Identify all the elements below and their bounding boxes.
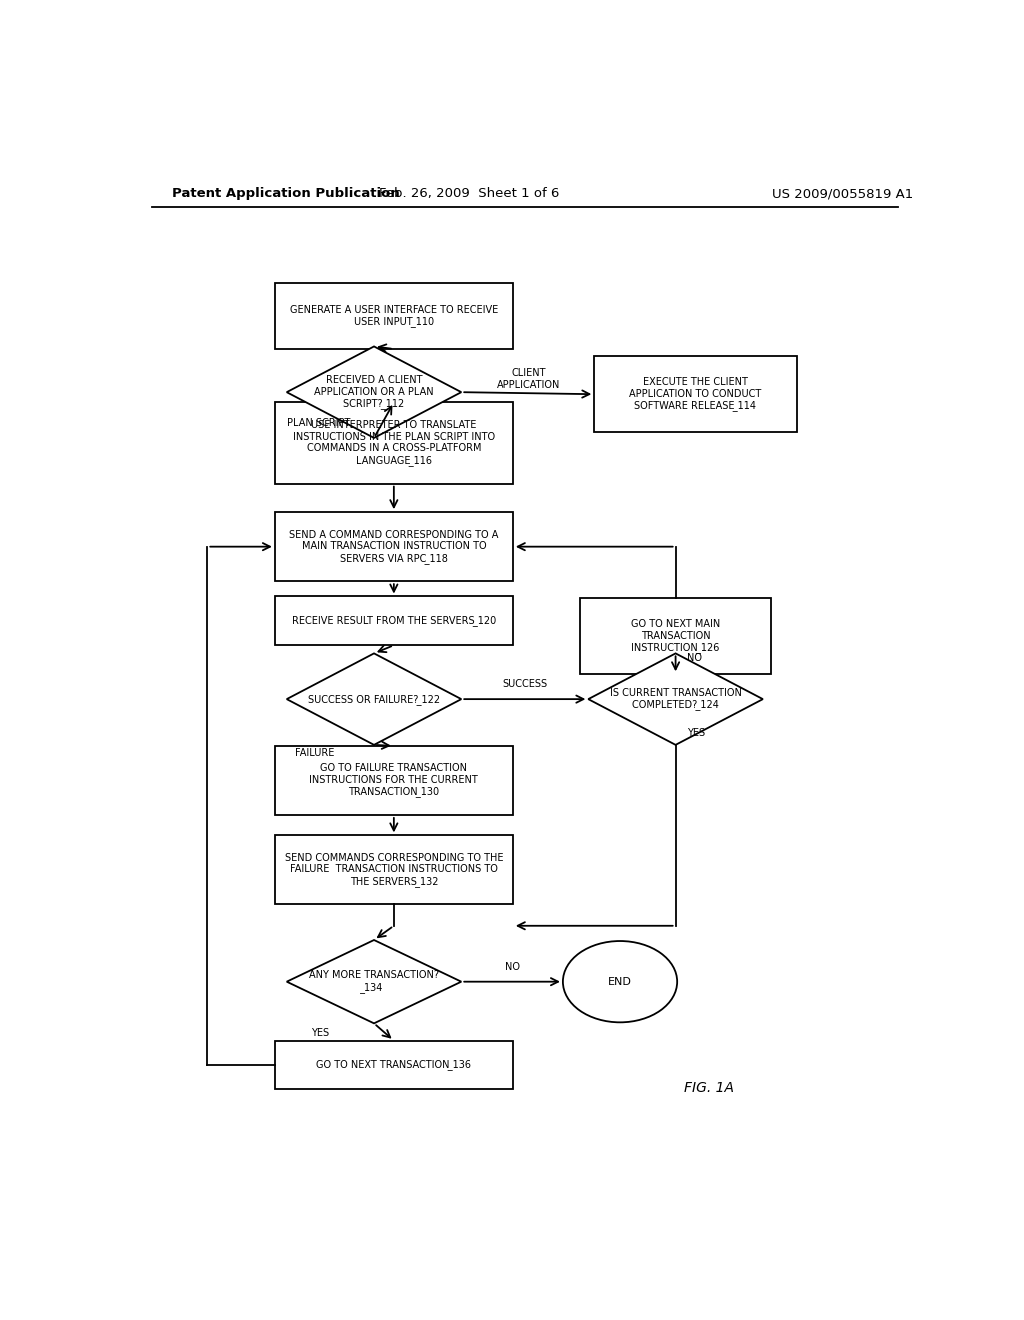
Text: GO TO NEXT MAIN
TRANSACTION
INSTRUCTION ̲126: GO TO NEXT MAIN TRANSACTION INSTRUCTION …	[631, 619, 720, 653]
Text: CLIENT
APPLICATION: CLIENT APPLICATION	[497, 368, 560, 389]
Text: GENERATE A USER INTERFACE TO RECEIVE
USER INPUT ̲110: GENERATE A USER INTERFACE TO RECEIVE USE…	[290, 305, 498, 327]
Text: SUCCESS OR FAILURE? ̲122: SUCCESS OR FAILURE? ̲122	[308, 694, 440, 705]
Polygon shape	[287, 346, 461, 438]
Text: RECEIVE RESULT FROM THE SERVERS ̲120: RECEIVE RESULT FROM THE SERVERS ̲120	[292, 615, 496, 626]
Polygon shape	[588, 653, 763, 744]
Bar	[594, 356, 797, 433]
Text: GO TO FAILURE TRANSACTION
INSTRUCTIONS FOR THE CURRENT
TRANSACTION ̲130: GO TO FAILURE TRANSACTION INSTRUCTIONS F…	[309, 763, 478, 797]
Text: EXECUTE THE CLIENT
APPLICATION TO CONDUCT
SOFTWARE RELEASE ̲114: EXECUTE THE CLIENT APPLICATION TO CONDUC…	[630, 378, 762, 412]
Text: NO: NO	[505, 961, 519, 972]
Text: US 2009/0055819 A1: US 2009/0055819 A1	[772, 187, 912, 201]
Text: SEND COMMANDS CORRESPONDING TO THE
FAILURE  TRANSACTION INSTRUCTIONS TO
THE SERV: SEND COMMANDS CORRESPONDING TO THE FAILU…	[285, 853, 503, 887]
Text: Feb. 26, 2009  Sheet 1 of 6: Feb. 26, 2009 Sheet 1 of 6	[379, 187, 559, 201]
Bar	[274, 597, 513, 645]
Text: RECEIVED A CLIENT
APPLICATION OR A PLAN
SCRIPT? ̲112: RECEIVED A CLIENT APPLICATION OR A PLAN …	[314, 375, 434, 409]
Text: PLAN SCRIPT: PLAN SCRIPT	[287, 417, 350, 428]
Text: IS CURRENT TRANSACTION
COMPLETED? ̲124: IS CURRENT TRANSACTION COMPLETED? ̲124	[609, 688, 741, 710]
Bar	[274, 403, 513, 483]
Text: FIG. 1A: FIG. 1A	[684, 1081, 733, 1096]
Text: ANY MORE TRANSACTION?
̲134: ANY MORE TRANSACTION? ̲134	[309, 970, 439, 993]
Bar	[581, 598, 771, 675]
Text: NO: NO	[687, 653, 702, 664]
Bar	[274, 512, 513, 581]
Text: USE INTERPRETER TO TRANSLATE
INSTRUCTIONS IN THE PLAN SCRIPT INTO
COMMANDS IN A : USE INTERPRETER TO TRANSLATE INSTRUCTION…	[293, 420, 495, 466]
Ellipse shape	[563, 941, 677, 1022]
Text: YES: YES	[310, 1027, 329, 1038]
Text: YES: YES	[687, 727, 706, 738]
Text: Patent Application Publication: Patent Application Publication	[172, 187, 399, 201]
Polygon shape	[287, 940, 461, 1023]
Bar	[274, 746, 513, 814]
Text: SUCCESS: SUCCESS	[502, 678, 548, 689]
Text: GO TO NEXT TRANSACTION ̲136: GO TO NEXT TRANSACTION ̲136	[316, 1060, 471, 1071]
Text: END: END	[608, 977, 632, 986]
Polygon shape	[287, 653, 461, 744]
Bar	[274, 282, 513, 348]
Bar	[274, 836, 513, 904]
Bar	[274, 1040, 513, 1089]
Text: SEND A COMMAND CORRESPONDING TO A
MAIN TRANSACTION INSTRUCTION TO
SERVERS VIA RP: SEND A COMMAND CORRESPONDING TO A MAIN T…	[289, 529, 499, 564]
Text: FAILURE: FAILURE	[295, 748, 334, 758]
